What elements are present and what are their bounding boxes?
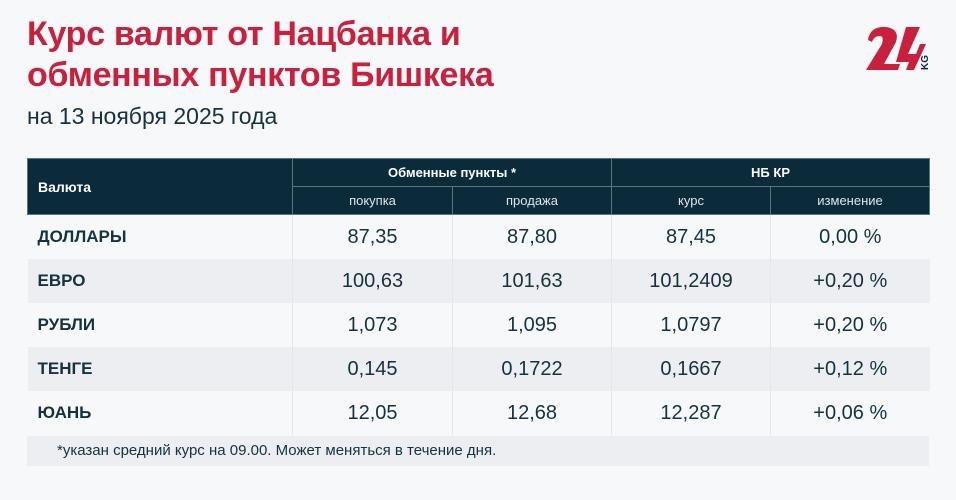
currency-name: ДОЛЛАРЫ <box>27 214 293 259</box>
sell-value: 101,63 <box>451 259 612 303</box>
nbkr-rate: 12,287 <box>611 391 771 435</box>
group-header-exchange: Обменные пункты * <box>291 158 613 187</box>
buy-value: 1,073 <box>292 303 453 347</box>
nbkr-rate: 87,45 <box>611 214 771 259</box>
column-header-buy: покупка <box>292 186 453 215</box>
sell-value: 1,095 <box>451 303 612 347</box>
sell-value: 12,68 <box>451 391 612 435</box>
buy-value: 0,145 <box>292 347 453 391</box>
buy-value: 87,35 <box>292 214 453 259</box>
buy-value: 100,63 <box>292 259 453 303</box>
rate-change: +0,12 % <box>770 347 930 391</box>
nbkr-rate: 101,2409 <box>611 259 771 303</box>
currency-table: Валюта Обменные пункты * НБ КР покупка п… <box>27 158 931 435</box>
table-row: ТЕНГЕ 0,145 0,1722 0,1667 +0,12 % <box>27 347 930 391</box>
currency-name: РУБЛИ <box>27 303 293 347</box>
page-title: Курс валют от Нацбанка и обменных пункто… <box>27 15 494 94</box>
group-header-nbkr: НБ КР <box>611 158 931 187</box>
nbkr-rate: 1,0797 <box>611 303 771 347</box>
rate-change: +0,20 % <box>770 259 930 303</box>
table-row: ДОЛЛАРЫ 87,35 87,80 87,45 0,00 % <box>27 214 930 259</box>
rate-change: 0,00 % <box>770 214 930 259</box>
sell-value: 0,1722 <box>451 347 612 391</box>
rate-change: +0,20 % <box>770 303 930 347</box>
buy-value: 12,05 <box>292 391 453 435</box>
table-row: РУБЛИ 1,073 1,095 1,0797 +0,20 % <box>27 303 930 347</box>
rate-change: +0,06 % <box>770 391 930 435</box>
currency-name: ЕВРО <box>27 259 293 303</box>
column-header-change: изменение <box>770 186 931 215</box>
24kg-logo: KG <box>866 26 931 70</box>
nbkr-rate: 0,1667 <box>611 347 771 391</box>
column-header-sell: продажа <box>451 186 613 215</box>
footnote: *указан средний курс на 09.00. Может мен… <box>27 436 929 466</box>
column-header-currency: Валюта <box>27 158 293 215</box>
date-subtitle: на 13 ноября 2025 года <box>27 103 278 129</box>
currency-name: ЮАНЬ <box>27 391 293 435</box>
table-row: ЮАНЬ 12,05 12,68 12,287 +0,06 % <box>27 391 930 435</box>
sell-value: 87,80 <box>451 214 612 259</box>
column-header-rate: курс <box>611 186 772 215</box>
currency-name: ТЕНГЕ <box>27 347 293 391</box>
table-row: ЕВРО 100,63 101,63 101,2409 +0,20 % <box>27 259 930 303</box>
svg-text:KG: KG <box>920 55 931 70</box>
